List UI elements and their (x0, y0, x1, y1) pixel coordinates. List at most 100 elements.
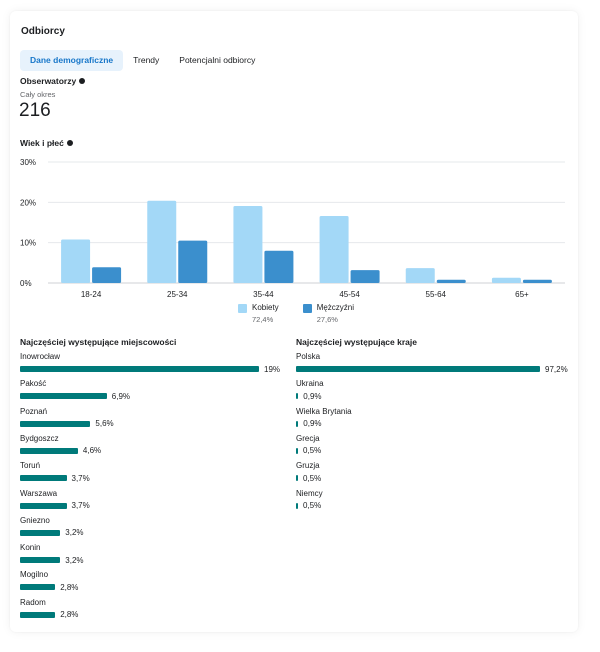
info-icon[interactable] (79, 78, 85, 84)
followers-label: Obserwatorzy (20, 76, 76, 86)
cities-title: Najczęściej występujące miejscowości (20, 337, 176, 347)
city-row: Pakość 6,9% (20, 379, 130, 400)
row-bar (20, 366, 259, 372)
row-value: 0,9% (303, 392, 321, 401)
audience-card: Odbiorcy Dane demograficzne Trendy Poten… (10, 11, 578, 632)
city-row: Radom 2,8% (20, 598, 78, 619)
tab-potential-audience[interactable]: Potencjalni odbiorcy (169, 50, 265, 71)
row-bar (20, 584, 55, 590)
country-row: Wielka Brytania 0,9% (296, 407, 352, 428)
row-value: 97,2% (545, 365, 568, 374)
row-bar-wrap: 5,6% (20, 420, 114, 428)
row-bar (20, 421, 90, 427)
row-bar-wrap: 3,7% (20, 474, 90, 482)
y-tick-label: 30% (20, 158, 36, 167)
row-bar (20, 612, 55, 618)
row-label: Pakość (20, 379, 130, 388)
row-label: Konin (20, 543, 84, 552)
bar-men (264, 251, 293, 283)
city-row: Poznań 5,6% (20, 407, 114, 428)
row-bar (20, 393, 107, 399)
legend-share: 27,6% (317, 315, 354, 324)
city-row: Bydgoszcz 4,6% (20, 434, 101, 455)
x-tick-label: 18-24 (81, 290, 102, 299)
legend-item-women[interactable]: Kobiety 72,4% (238, 303, 279, 324)
row-value: 0,9% (303, 419, 321, 428)
row-value: 3,7% (72, 501, 90, 510)
tab-demographics[interactable]: Dane demograficzne (20, 50, 123, 71)
row-bar (20, 475, 67, 481)
row-label: Niemcy (296, 489, 323, 498)
row-bar-wrap: 97,2% (296, 365, 568, 373)
x-tick-label: 35-44 (253, 290, 274, 299)
row-value: 6,9% (112, 392, 130, 401)
row-bar-wrap: 0,5% (296, 502, 323, 510)
tab-trends[interactable]: Trendy (123, 50, 169, 71)
row-label: Wielka Brytania (296, 407, 352, 416)
bar-women (233, 206, 262, 283)
legend-swatch (303, 304, 312, 313)
city-row: Gniezno 3,2% (20, 516, 84, 537)
row-bar-wrap: 3,2% (20, 556, 84, 564)
row-label: Poznań (20, 407, 114, 416)
city-row: Toruń 3,7% (20, 461, 90, 482)
legend-name: Kobiety (252, 303, 279, 312)
bar-men (92, 267, 121, 283)
row-label: Grecja (296, 434, 321, 443)
row-bar-wrap: 6,9% (20, 392, 130, 400)
row-bar-wrap: 2,8% (20, 611, 78, 619)
city-row: Inowrocław 19% (20, 352, 280, 373)
row-label: Gruzja (296, 461, 321, 470)
row-bar (296, 475, 298, 481)
row-value: 0,5% (303, 501, 321, 510)
bar-men (178, 241, 207, 283)
followers-count: 216 (19, 100, 51, 122)
bar-women (147, 201, 176, 283)
chart-legend: Kobiety 72,4% Mężczyźni 27,6% (238, 303, 354, 324)
followers-period: Cały okres (20, 90, 55, 99)
bar-men (351, 270, 380, 283)
row-label: Bydgoszcz (20, 434, 101, 443)
row-value: 0,5% (303, 474, 321, 483)
row-label: Inowrocław (20, 352, 280, 361)
row-bar (20, 557, 60, 563)
row-value: 3,7% (72, 474, 90, 483)
country-row: Polska 97,2% (296, 352, 568, 373)
bar-women (320, 216, 349, 283)
age-gender-heading: Wiek i płeć (20, 138, 73, 148)
city-row: Konin 3,2% (20, 543, 84, 564)
row-bar-wrap: 0,9% (296, 420, 352, 428)
row-bar-wrap: 0,5% (296, 474, 321, 482)
city-row: Warszawa 3,7% (20, 489, 90, 510)
bar-men (437, 280, 466, 283)
city-row: Mogilno 2,8% (20, 570, 78, 591)
x-tick-label: 25-34 (167, 290, 188, 299)
y-tick-label: 0% (20, 279, 32, 288)
row-bar (296, 421, 298, 427)
country-row: Niemcy 0,5% (296, 489, 323, 510)
row-value: 0,5% (303, 446, 321, 455)
row-value: 5,6% (95, 419, 113, 428)
y-tick-label: 20% (20, 198, 36, 207)
row-bar (296, 366, 540, 372)
country-row: Gruzja 0,5% (296, 461, 321, 482)
row-value: 4,6% (83, 446, 101, 455)
country-row: Ukraina 0,9% (296, 379, 324, 400)
row-bar-wrap: 0,9% (296, 392, 324, 400)
info-icon[interactable] (67, 140, 73, 146)
row-bar-wrap: 2,8% (20, 583, 78, 591)
row-label: Gniezno (20, 516, 84, 525)
row-bar-wrap: 3,7% (20, 502, 90, 510)
legend-swatch (238, 304, 247, 313)
x-tick-label: 65+ (515, 290, 529, 299)
age-gender-chart: 0% 10% 20% 30% 18-24 25-34 35-44 45-54 55-64 65+ (18, 156, 566, 301)
bar-women (406, 268, 435, 283)
legend-share: 72,4% (252, 315, 279, 324)
row-bar (296, 448, 298, 454)
row-value: 19% (264, 365, 280, 374)
row-value: 2,8% (60, 610, 78, 619)
legend-item-men[interactable]: Mężczyźni 27,6% (303, 303, 354, 324)
x-tick-label: 45-54 (339, 290, 360, 299)
panel-title: Odbiorcy (21, 26, 65, 37)
x-tick-label: 55-64 (426, 290, 447, 299)
